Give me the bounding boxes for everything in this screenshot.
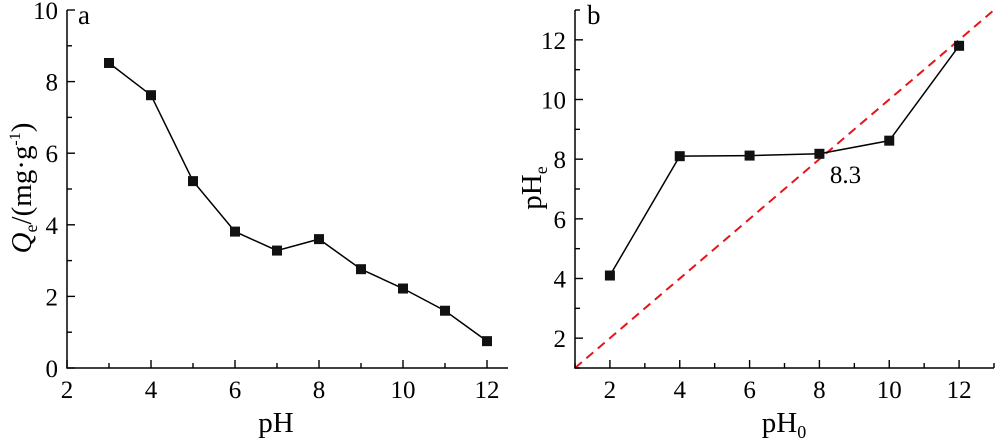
panel-b-x-tick-label: 4 xyxy=(674,377,687,404)
panel-a-y-title-sub: e xyxy=(21,224,41,232)
panel-b-y-tick-label: 4 xyxy=(554,267,567,294)
panel-a-data-point xyxy=(146,90,156,101)
panel-b-annotation: 8.3 xyxy=(830,162,861,189)
panel-b-y-tick-label: 2 xyxy=(554,326,567,353)
panel-a-y-tick-label: 4 xyxy=(46,213,59,240)
panel-a-data-point xyxy=(230,226,240,237)
panel-a-data-point xyxy=(440,305,450,316)
panel-a-y-tick-label: 10 xyxy=(33,0,58,25)
panel-b-x-title-sub: 0 xyxy=(797,422,806,442)
panel-a-data-point xyxy=(104,57,114,68)
panel-b-x-tick-label: 8 xyxy=(813,377,826,404)
panel-a-data-point xyxy=(398,283,408,294)
panel-a-series-line xyxy=(108,62,488,342)
panel-b-y-tick-label: 12 xyxy=(541,28,566,55)
panel-a-x-tick-label: 10 xyxy=(391,377,416,404)
panel-b-x-tick-label: 10 xyxy=(877,377,902,404)
panel-a-data-point xyxy=(356,264,366,275)
panel-a-marks xyxy=(104,57,492,347)
panel-b-x-tick-label: 6 xyxy=(743,377,756,404)
panel-a-label: a xyxy=(78,0,90,30)
panel-a-data-point xyxy=(272,245,282,256)
panel-b-x-tick-label: 2 xyxy=(604,377,617,404)
panel-a-y-title-close: ) xyxy=(6,123,38,133)
panel-a-y-tick-label: 6 xyxy=(46,141,59,168)
panel-a-y-title-main: Q xyxy=(6,232,38,253)
panel-a-y-tick-label: 8 xyxy=(46,70,59,97)
panel-a-y-tick-label: 0 xyxy=(46,356,59,383)
panel-b-marks xyxy=(574,9,995,369)
panel-a-y-axis-title: Qe/(mg·g-1) xyxy=(6,123,41,254)
panel-b-data-point xyxy=(674,151,685,162)
panel-a-x-tick-label: 12 xyxy=(475,377,500,404)
panel-b-ticks: 2 4 6 8 10 12 2 4 6 8 10 12 xyxy=(541,9,995,404)
panel-b-y-tick-label: 8 xyxy=(554,147,567,174)
panel-b-data-point xyxy=(744,150,755,161)
panel-a-x-axis-title: pH xyxy=(258,407,294,439)
panel-a-data-point xyxy=(188,176,198,187)
panel-b-y-tick-label: 10 xyxy=(541,88,566,115)
panel-a-y-title-sup: -1 xyxy=(7,132,24,145)
panel-a-x-tick-label: 8 xyxy=(313,377,326,404)
panel-b-x-axis-title: pH0 xyxy=(762,407,806,442)
panel-b-label: b xyxy=(587,0,601,30)
panel-b-series-line xyxy=(609,45,960,276)
panel-a-y-tick-label: 2 xyxy=(46,284,59,311)
panel-b-x-title-main: pH xyxy=(762,407,798,439)
panel-b-x-tick-label: 12 xyxy=(947,377,972,404)
panel-b-reference-line xyxy=(574,9,995,369)
panel-b-data-point xyxy=(954,40,965,51)
panel-a-data-point xyxy=(314,234,324,245)
panel-a-x-tick-label: 6 xyxy=(229,377,242,404)
panel-a-y-title-rest: /(mg·g xyxy=(6,146,38,225)
panel-b-y-tick-label: 6 xyxy=(554,207,567,234)
panel-b-data-point xyxy=(604,270,615,281)
panel-a-data-point xyxy=(482,336,492,347)
panel-b-y-title-sub: e xyxy=(531,166,551,174)
panel-a-x-tick-label: 2 xyxy=(61,377,74,404)
panel-b-y-title-main: pH xyxy=(516,174,548,210)
panel-a-x-tick-label: 4 xyxy=(145,377,158,404)
panel-b-data-point xyxy=(884,135,895,146)
panel-b-y-axis-title: pHe xyxy=(516,166,551,209)
panel-b-data-point xyxy=(814,148,825,159)
